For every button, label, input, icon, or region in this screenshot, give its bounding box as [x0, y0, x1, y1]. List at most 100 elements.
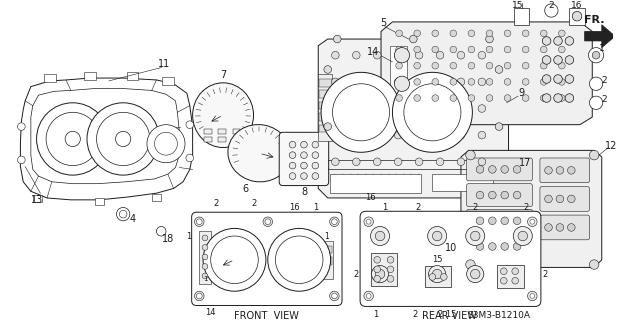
Circle shape	[202, 235, 208, 241]
Circle shape	[366, 293, 371, 298]
Circle shape	[370, 227, 389, 245]
Circle shape	[522, 46, 529, 53]
Circle shape	[415, 105, 423, 112]
Text: 14: 14	[205, 308, 216, 316]
Circle shape	[410, 35, 417, 43]
Text: 16: 16	[289, 203, 300, 212]
Circle shape	[119, 210, 127, 218]
Circle shape	[396, 30, 403, 37]
Circle shape	[265, 219, 271, 225]
Circle shape	[147, 125, 185, 163]
Circle shape	[154, 132, 178, 155]
Circle shape	[374, 256, 381, 263]
Circle shape	[522, 78, 529, 85]
Circle shape	[488, 191, 496, 199]
Bar	[389, 46, 407, 93]
Bar	[497, 265, 524, 288]
Circle shape	[387, 266, 394, 273]
Text: 16: 16	[571, 1, 583, 10]
Circle shape	[352, 52, 360, 59]
Circle shape	[156, 227, 166, 236]
Text: 12: 12	[605, 140, 617, 151]
Circle shape	[476, 217, 484, 225]
Circle shape	[545, 195, 553, 203]
Text: 13: 13	[32, 195, 43, 205]
Bar	[319, 91, 331, 98]
Text: 2: 2	[472, 203, 478, 212]
Text: 14: 14	[367, 47, 379, 57]
Bar	[570, 8, 585, 25]
Circle shape	[197, 293, 202, 299]
Bar	[319, 102, 331, 109]
Circle shape	[504, 78, 511, 85]
Bar	[319, 113, 331, 121]
Circle shape	[46, 112, 100, 165]
Circle shape	[324, 66, 331, 73]
Circle shape	[392, 72, 472, 152]
Circle shape	[414, 30, 420, 37]
Text: 11: 11	[158, 59, 170, 69]
Circle shape	[436, 52, 444, 59]
Circle shape	[186, 121, 193, 129]
Circle shape	[556, 166, 564, 174]
Circle shape	[202, 264, 208, 269]
Circle shape	[331, 131, 339, 139]
Circle shape	[289, 162, 296, 169]
Circle shape	[450, 78, 457, 85]
Circle shape	[352, 158, 360, 165]
Circle shape	[554, 56, 563, 64]
Circle shape	[301, 173, 307, 180]
Circle shape	[588, 48, 604, 63]
Circle shape	[568, 224, 575, 231]
Circle shape	[565, 94, 574, 102]
Bar	[232, 129, 240, 134]
Text: FR.: FR.	[584, 15, 604, 25]
Circle shape	[568, 166, 575, 174]
Circle shape	[364, 291, 374, 301]
Circle shape	[468, 95, 475, 101]
Circle shape	[312, 162, 319, 169]
Circle shape	[590, 150, 599, 160]
Circle shape	[565, 56, 574, 64]
Circle shape	[195, 217, 204, 227]
Bar	[204, 129, 212, 134]
Circle shape	[428, 266, 446, 283]
FancyBboxPatch shape	[192, 212, 342, 306]
Text: 8: 8	[301, 187, 307, 197]
Circle shape	[457, 105, 465, 112]
Circle shape	[554, 37, 563, 45]
Circle shape	[488, 217, 496, 225]
Bar	[44, 74, 55, 82]
Circle shape	[486, 95, 493, 101]
Circle shape	[432, 231, 442, 241]
Text: 2: 2	[353, 269, 359, 279]
Bar	[319, 79, 331, 87]
Circle shape	[478, 158, 486, 165]
Circle shape	[366, 219, 371, 224]
Text: 18: 18	[162, 234, 174, 244]
Text: 6: 6	[242, 184, 248, 194]
Text: 10: 10	[445, 244, 457, 253]
Circle shape	[18, 156, 25, 164]
Ellipse shape	[228, 124, 290, 182]
Bar	[162, 77, 174, 85]
Circle shape	[432, 269, 442, 279]
Circle shape	[202, 254, 208, 260]
Circle shape	[542, 94, 551, 102]
Circle shape	[289, 141, 296, 148]
Circle shape	[466, 227, 484, 245]
Circle shape	[186, 154, 193, 162]
Circle shape	[522, 95, 529, 101]
FancyBboxPatch shape	[540, 158, 590, 183]
Text: 2 15: 2 15	[438, 310, 457, 319]
Polygon shape	[318, 39, 508, 198]
Circle shape	[331, 105, 339, 112]
Circle shape	[476, 243, 484, 250]
Circle shape	[527, 291, 537, 301]
Circle shape	[501, 217, 508, 225]
Text: 2: 2	[542, 269, 547, 279]
Circle shape	[556, 224, 564, 231]
Circle shape	[565, 37, 574, 45]
Bar	[514, 8, 529, 25]
Text: 5: 5	[380, 18, 386, 28]
